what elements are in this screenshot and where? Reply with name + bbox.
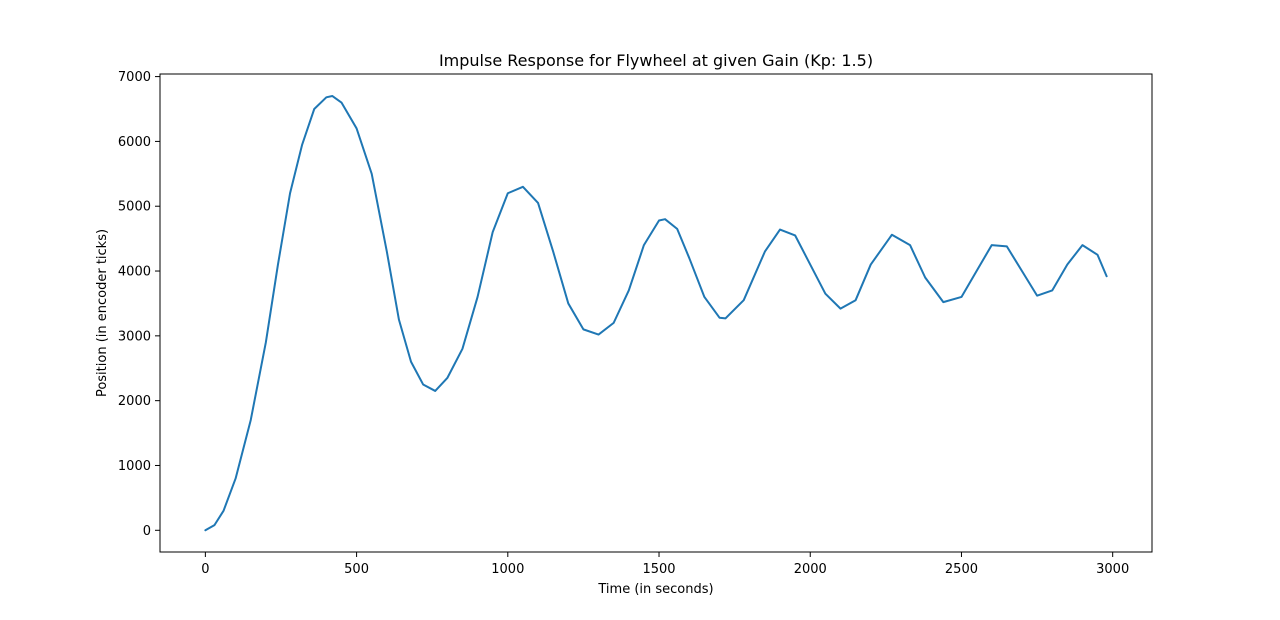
- y-tick-label: 6000: [118, 135, 151, 150]
- y-tick-label: 5000: [118, 200, 151, 215]
- x-tick-label: 1500: [642, 562, 675, 577]
- x-tick-label: 2000: [794, 562, 827, 577]
- x-tick-label: 0: [201, 562, 209, 577]
- x-tick-label: 1000: [491, 562, 524, 577]
- x-tick-label: 2500: [945, 562, 978, 577]
- y-axis-label: Position (in encoder ticks): [95, 229, 110, 397]
- plot-area: [159, 73, 1153, 553]
- chart-title: Impulse Response for Flywheel at given G…: [439, 51, 873, 70]
- x-axis-label: Time (in seconds): [597, 582, 713, 597]
- y-axis: 0 1000 2000 3000 4000 5000 6000 7000: [118, 70, 160, 539]
- y-tick-label: 2000: [118, 394, 151, 409]
- series-line: [204, 95, 1108, 532]
- x-tick-label: 500: [344, 562, 369, 577]
- x-axis: 0 500 1000 1500 2000 2500 3000: [201, 552, 1129, 577]
- y-tick-label: 1000: [118, 459, 151, 474]
- y-tick-label: 4000: [118, 265, 151, 280]
- y-tick-label: 7000: [118, 70, 151, 85]
- x-tick-label: 3000: [1096, 562, 1129, 577]
- y-tick-label: 3000: [118, 329, 151, 344]
- y-tick-label: 0: [143, 524, 151, 539]
